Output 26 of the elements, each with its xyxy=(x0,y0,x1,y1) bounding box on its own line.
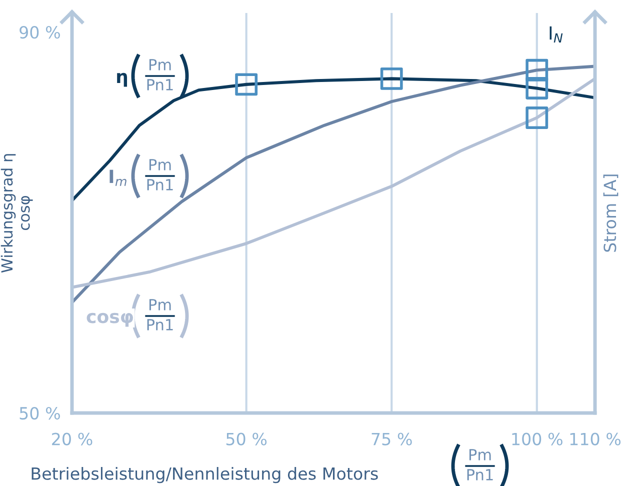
y-tick-label: 90 % xyxy=(20,26,60,39)
x-tick-label: 100 % xyxy=(512,432,562,446)
legend-label: I$_{m}$ xyxy=(110,170,126,186)
text: Pn1 xyxy=(467,469,493,480)
point xyxy=(526,106,548,129)
x-axis-title: Betriebsleistung/Nennleistung des Motors xyxy=(32,467,378,484)
point xyxy=(235,73,258,96)
y2-axis-title: Strom [A] xyxy=(603,174,618,252)
annotation: Pn1 xyxy=(147,319,173,330)
x-tick-label: 50 % xyxy=(226,432,267,446)
x-tick-label: 75 % xyxy=(372,432,412,446)
y-axis-title: Wirkungsgrad η cosφ xyxy=(0,154,33,273)
point xyxy=(380,68,403,90)
legend-label: cosφ xyxy=(86,312,133,327)
legend-label: η xyxy=(117,72,128,87)
annotation: I$_{N}$ xyxy=(550,26,563,43)
annotation: Pn1 xyxy=(147,79,173,90)
annotation: Pm xyxy=(149,159,171,170)
x-tick-label: 110 % xyxy=(570,432,621,446)
x-tick-label: 20 % xyxy=(52,432,92,446)
point xyxy=(526,58,548,82)
annotation: Pm xyxy=(149,299,171,310)
text: Pm xyxy=(469,449,491,460)
point xyxy=(526,77,548,100)
annotation: Pm xyxy=(149,59,171,70)
annotation: Pn1 xyxy=(147,179,173,190)
